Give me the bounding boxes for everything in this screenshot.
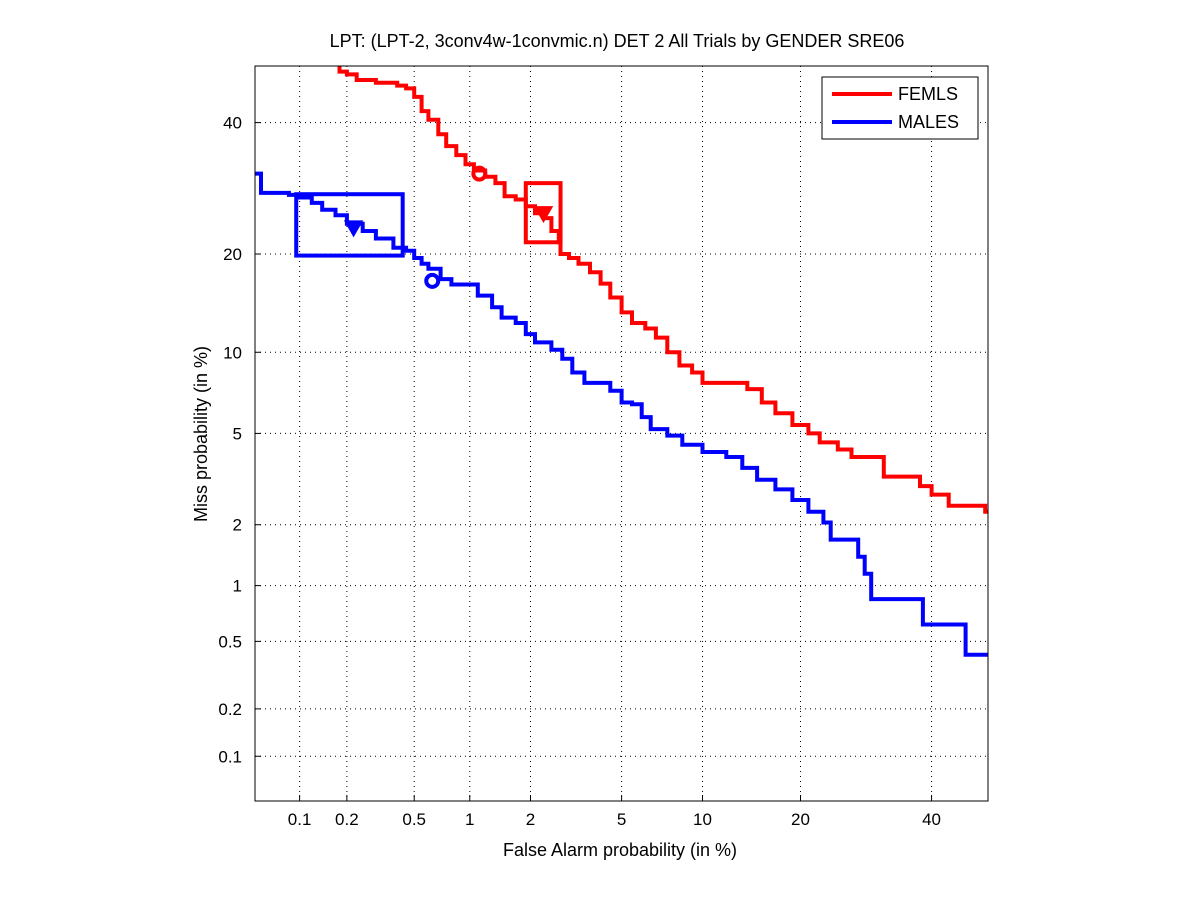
- legend-label-femls: FEMLS: [898, 84, 958, 104]
- det-curve-males: [255, 171, 988, 657]
- x-tick-label: 1: [465, 810, 474, 829]
- x-tick-label: 0.5: [402, 810, 426, 829]
- x-tick-label: 0.1: [288, 810, 312, 829]
- legend: FEMLS MALES: [821, 76, 979, 140]
- min-dcf-marker-males: [424, 272, 441, 289]
- x-tick-label: 10: [693, 810, 712, 829]
- y-tick-label: 0.5: [218, 632, 242, 651]
- actual-dcf-marker-males: [343, 220, 364, 238]
- x-tick-label: 20: [791, 810, 810, 829]
- confidence-box-femls: [523, 181, 563, 245]
- series-males: [255, 171, 988, 657]
- y-tick-label: 5: [233, 424, 242, 443]
- x-tick-label: 5: [617, 810, 626, 829]
- y-axis-label: Miss probability (in %): [191, 346, 211, 522]
- confidence-box-males: [294, 192, 405, 258]
- y-tick-label: 0.1: [218, 747, 242, 766]
- series-layer: [255, 66, 988, 657]
- y-tick-label: 0.2: [218, 700, 242, 719]
- det-curve-femls: [337, 66, 988, 514]
- y-tick-label: 2: [233, 516, 242, 535]
- y-tick-label: 40: [223, 114, 242, 133]
- x-tick-label: 40: [922, 810, 941, 829]
- actual-dcf-marker-femls: [533, 206, 554, 224]
- x-tick-label: 2: [526, 810, 535, 829]
- y-tick-label: 10: [223, 343, 242, 362]
- chart-title: LPT: (LPT-2, 3conv4w-1convmic.n) DET 2 A…: [330, 31, 905, 51]
- y-tick-label: 20: [223, 245, 242, 264]
- legend-box: [821, 76, 979, 140]
- min-dcf-marker-femls: [471, 165, 488, 182]
- x-axis-label: False Alarm probability (in %): [503, 840, 737, 860]
- axis-ticks: 0.1 0.2 0.5 1 2 5 10 20 40 0.1 0.2 0.5 1 2 5 10 20 40: [218, 114, 941, 829]
- x-tick-label: 0.2: [335, 810, 359, 829]
- y-tick-label: 1: [233, 577, 242, 596]
- series-femls: [337, 66, 988, 514]
- legend-label-males: MALES: [898, 112, 959, 132]
